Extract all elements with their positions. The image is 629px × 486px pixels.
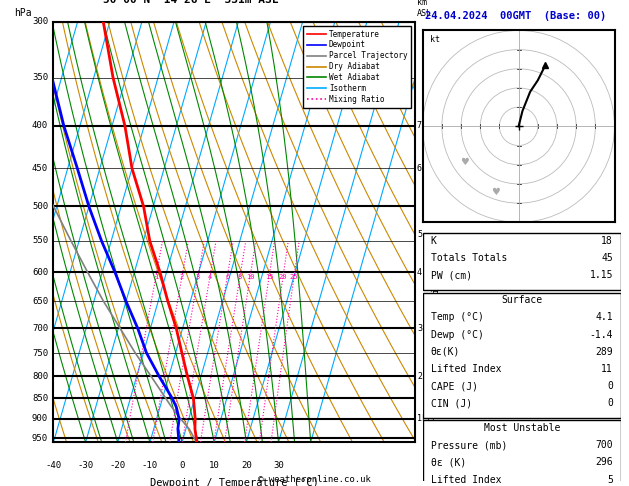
Text: ♥: ♥ xyxy=(460,156,469,167)
Text: 15: 15 xyxy=(265,274,274,279)
Text: 800: 800 xyxy=(32,372,48,381)
Text: km
ASL: km ASL xyxy=(417,0,432,17)
Text: 6: 6 xyxy=(417,164,422,173)
Bar xyxy=(423,420,621,486)
Text: Pressure (mb): Pressure (mb) xyxy=(431,440,507,450)
Text: K: K xyxy=(431,236,437,246)
Text: 10: 10 xyxy=(246,274,254,279)
Text: 500: 500 xyxy=(32,202,48,211)
Text: 450: 450 xyxy=(32,164,48,173)
Text: 3: 3 xyxy=(196,274,200,279)
Text: 24.04.2024  00GMT  (Base: 00): 24.04.2024 00GMT (Base: 00) xyxy=(425,11,606,21)
Text: 8: 8 xyxy=(238,274,242,279)
Text: 400: 400 xyxy=(32,122,48,130)
Text: -40: -40 xyxy=(45,461,62,470)
Text: 5: 5 xyxy=(417,230,422,239)
Text: 20: 20 xyxy=(241,461,252,470)
Text: 7: 7 xyxy=(417,122,422,130)
Text: 950: 950 xyxy=(32,434,48,443)
Legend: Temperature, Dewpoint, Parcel Trajectory, Dry Adiabat, Wet Adiabat, Isotherm, Mi: Temperature, Dewpoint, Parcel Trajectory… xyxy=(303,26,411,108)
Text: Mixing Ratio (g/kg): Mixing Ratio (g/kg) xyxy=(432,248,442,343)
Text: 300: 300 xyxy=(32,17,48,26)
Text: 3: 3 xyxy=(417,324,422,332)
Text: 700: 700 xyxy=(595,440,613,450)
Text: θε (K): θε (K) xyxy=(431,457,466,468)
Text: 900: 900 xyxy=(32,415,48,423)
Text: 4: 4 xyxy=(417,268,422,277)
Text: θε(K): θε(K) xyxy=(431,347,460,357)
Text: -1.4: -1.4 xyxy=(589,330,613,340)
Text: 6: 6 xyxy=(225,274,230,279)
Text: Temp (°C): Temp (°C) xyxy=(431,312,484,322)
Text: 600: 600 xyxy=(32,268,48,277)
Text: 30: 30 xyxy=(273,461,284,470)
Text: 50°00'N  14°26'E  331m ASL: 50°00'N 14°26'E 331m ASL xyxy=(103,0,279,5)
Text: CAPE (J): CAPE (J) xyxy=(431,381,477,391)
Text: -10: -10 xyxy=(142,461,158,470)
Text: CIN (J): CIN (J) xyxy=(431,398,472,408)
Text: 0: 0 xyxy=(179,461,185,470)
Text: Surface: Surface xyxy=(501,295,542,305)
Text: Lifted Index: Lifted Index xyxy=(431,364,501,374)
Text: Lifted Index: Lifted Index xyxy=(431,474,501,485)
Text: 0: 0 xyxy=(607,398,613,408)
Text: ♥: ♥ xyxy=(491,188,500,197)
Text: Dewp (°C): Dewp (°C) xyxy=(431,330,484,340)
Text: 1: 1 xyxy=(153,274,158,279)
Text: 4: 4 xyxy=(208,274,212,279)
Text: 700: 700 xyxy=(32,324,48,332)
Text: 550: 550 xyxy=(32,237,48,245)
Text: 10: 10 xyxy=(209,461,220,470)
Text: Most Unstable: Most Unstable xyxy=(484,423,560,433)
Bar xyxy=(423,233,621,290)
Text: 1LCL: 1LCL xyxy=(417,415,437,423)
Text: hPa: hPa xyxy=(14,8,31,17)
Text: kt: kt xyxy=(430,35,440,44)
Text: Dewpoint / Temperature (°C): Dewpoint / Temperature (°C) xyxy=(150,478,319,486)
Text: 2: 2 xyxy=(180,274,184,279)
Text: 25: 25 xyxy=(290,274,298,279)
Text: 1.15: 1.15 xyxy=(589,270,613,280)
Text: 2: 2 xyxy=(417,372,422,381)
Bar xyxy=(423,293,621,418)
Text: 296: 296 xyxy=(595,457,613,468)
Text: © weatheronline.co.uk: © weatheronline.co.uk xyxy=(258,474,371,484)
Text: 45: 45 xyxy=(601,253,613,263)
Text: PW (cm): PW (cm) xyxy=(431,270,472,280)
Text: 289: 289 xyxy=(595,347,613,357)
Text: 350: 350 xyxy=(32,73,48,82)
Text: 650: 650 xyxy=(32,297,48,306)
Text: 5: 5 xyxy=(607,474,613,485)
Text: -30: -30 xyxy=(77,461,94,470)
Text: 11: 11 xyxy=(601,364,613,374)
Text: 4.1: 4.1 xyxy=(595,312,613,322)
Text: 0: 0 xyxy=(607,381,613,391)
Text: Totals Totals: Totals Totals xyxy=(431,253,507,263)
Text: -20: -20 xyxy=(109,461,126,470)
Text: 20: 20 xyxy=(279,274,287,279)
Text: 750: 750 xyxy=(32,348,48,358)
Text: 850: 850 xyxy=(32,394,48,403)
Text: 18: 18 xyxy=(601,236,613,246)
